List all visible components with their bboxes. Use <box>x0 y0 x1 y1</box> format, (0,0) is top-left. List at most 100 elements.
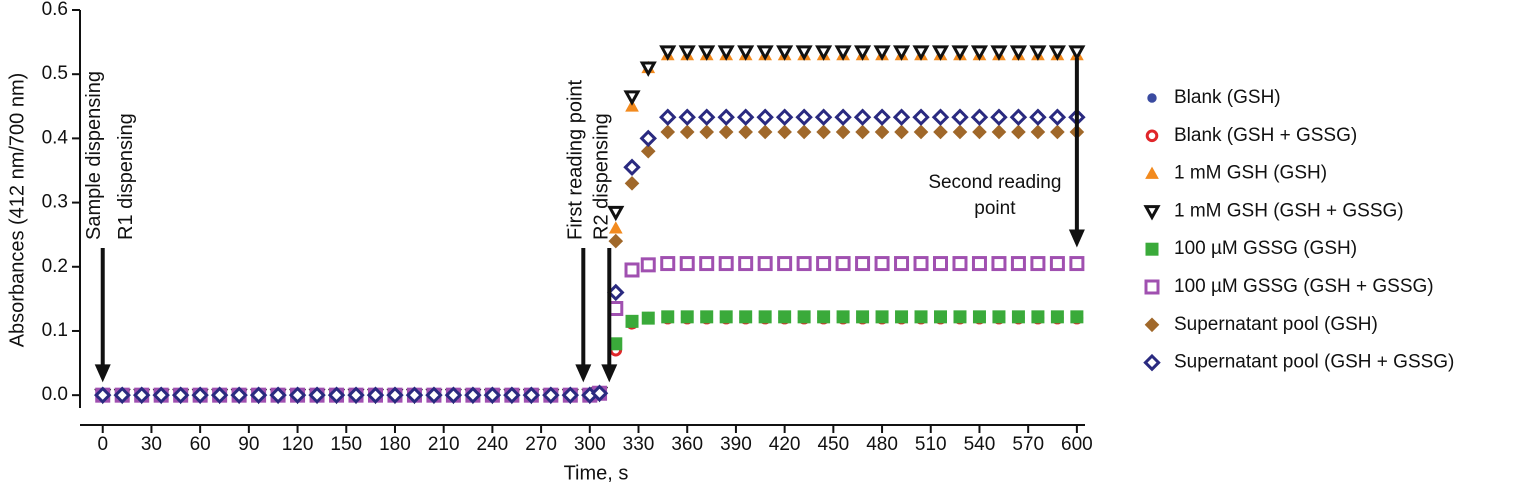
marker <box>776 45 794 61</box>
marker <box>835 124 851 140</box>
marker <box>737 45 755 61</box>
marker <box>972 124 987 140</box>
marker <box>835 256 851 272</box>
marker <box>817 310 831 324</box>
marker <box>795 108 813 126</box>
marker <box>425 386 443 404</box>
legend-label: Blank (GSH + GSSG) <box>1174 125 1357 146</box>
marker <box>971 256 987 272</box>
x-tick-label: 210 <box>428 434 460 455</box>
marker <box>327 386 346 404</box>
x-tick-label: 450 <box>817 434 849 455</box>
marker <box>796 256 812 272</box>
marker <box>718 256 734 272</box>
marker <box>680 310 694 324</box>
x-tick-label: 150 <box>330 434 362 455</box>
marker <box>660 256 676 272</box>
marker <box>1009 45 1027 61</box>
x-tick-label: 120 <box>282 434 314 455</box>
marker <box>970 108 989 126</box>
marker <box>608 233 624 249</box>
marker <box>700 310 714 324</box>
marker <box>856 310 870 324</box>
marker <box>678 45 696 61</box>
marker <box>347 386 365 404</box>
marker <box>990 108 1008 126</box>
marker <box>796 124 812 140</box>
legend-label: 1 mM GSH (GSH + GSSG) <box>1174 200 1404 221</box>
marker <box>679 256 695 272</box>
marker <box>1030 124 1046 140</box>
marker <box>951 45 969 61</box>
marker <box>132 386 151 404</box>
annotation-text: R1 dispensing <box>115 113 137 240</box>
marker <box>678 108 696 126</box>
x-tick-label: 390 <box>720 434 752 455</box>
marker <box>1029 45 1047 61</box>
x-tick-label: 300 <box>574 434 606 455</box>
marker <box>288 386 307 404</box>
marker <box>609 337 623 351</box>
marker <box>873 45 891 61</box>
marker <box>308 386 326 404</box>
x-tick-label: 270 <box>525 434 557 455</box>
marker <box>210 386 229 404</box>
marker <box>834 45 852 61</box>
marker <box>874 124 890 140</box>
marker <box>623 90 641 106</box>
marker <box>757 124 773 140</box>
marker <box>738 124 753 140</box>
y-tick-label: 0.3 <box>42 192 68 213</box>
marker <box>624 262 640 278</box>
marker <box>230 386 248 404</box>
marker <box>719 310 733 324</box>
marker <box>1143 205 1161 221</box>
marker <box>757 256 773 272</box>
x-tick-label: 90 <box>238 434 259 455</box>
marker <box>608 301 624 316</box>
legend-label: 100 µM GSSG (GSH) <box>1174 238 1357 259</box>
marker <box>698 45 716 61</box>
x-tick-label: 570 <box>1012 434 1044 455</box>
marker <box>795 45 813 61</box>
annotation-text: First reading point <box>565 79 587 240</box>
marker <box>366 386 385 404</box>
marker <box>1031 310 1045 324</box>
marker <box>836 310 850 324</box>
marker <box>991 124 1007 140</box>
annotation-arrowhead <box>575 364 592 383</box>
annotation-arrowhead <box>601 364 618 383</box>
marker <box>931 108 950 126</box>
marker <box>756 108 774 126</box>
x-tick-label: 30 <box>141 434 162 455</box>
marker <box>815 45 833 61</box>
marker <box>855 124 870 140</box>
x-tick-label: 330 <box>623 434 655 455</box>
marker <box>464 386 482 404</box>
y-tick-label: 0.5 <box>42 63 68 84</box>
marker <box>660 124 676 140</box>
x-axis-label: Time, s <box>564 462 629 484</box>
marker <box>249 386 268 404</box>
series <box>95 256 1085 403</box>
marker <box>854 45 872 61</box>
marker <box>1050 310 1064 324</box>
marker <box>853 108 872 126</box>
annotation-text: point <box>974 198 1016 219</box>
marker <box>623 158 641 176</box>
marker <box>659 108 677 126</box>
marker <box>1030 256 1046 272</box>
marker <box>756 45 774 61</box>
marker <box>1048 45 1066 61</box>
marker <box>992 310 1006 324</box>
marker <box>797 310 811 324</box>
x-tick-label: 420 <box>769 434 801 455</box>
y-tick-label: 0.2 <box>42 256 68 277</box>
marker <box>913 124 929 140</box>
marker <box>913 256 929 272</box>
series <box>94 108 1086 404</box>
marker <box>933 256 949 272</box>
legend-label: Supernatant pool (GSH + GSSG) <box>1174 352 1454 373</box>
x-tick-label: 540 <box>964 434 996 455</box>
